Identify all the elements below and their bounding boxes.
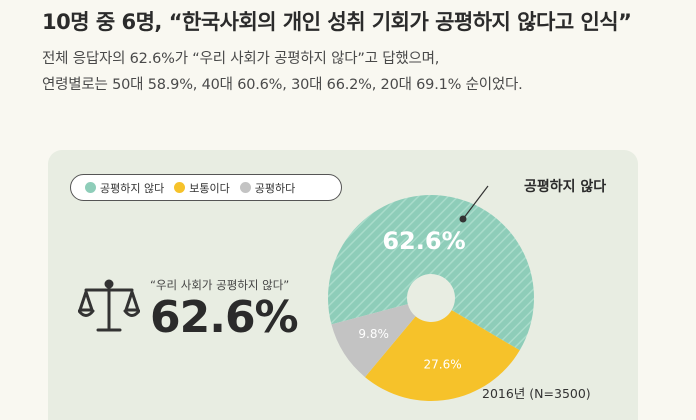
headline-percentage: 62.6% — [150, 292, 299, 343]
legend-swatch-neutral — [174, 182, 186, 193]
description-line-1: 전체 응답자의 62.6%가 “우리 사회가 공평하지 않다”고 답했으며, — [42, 51, 440, 67]
quote-text: “우리 사회가 공평하지 않다” — [150, 278, 290, 292]
legend-item-neutral: 보통이다 — [174, 180, 230, 196]
description: 전체 응답자의 62.6%가 “우리 사회가 공평하지 않다”고 답했으며, 연… — [42, 46, 523, 98]
balance-scale-icon — [78, 279, 140, 332]
donut-slice-unfair — [328, 195, 534, 351]
data-label-unfair: 62.6% — [382, 227, 465, 255]
legend-item-fair: 공평하다 — [239, 180, 296, 196]
callout-dot — [459, 215, 467, 223]
data-label-fair: 9.8% — [358, 327, 389, 341]
footnote: 2016년 (N=3500) — [482, 386, 591, 401]
headline: 10명 중 6명, “한국사회의 개인 성취 기회가 공평하지 않다고 인식” — [42, 10, 632, 34]
legend-item-unfair: 공평하지 않다 — [85, 180, 164, 196]
legend-label-unfair: 공평하지 않다 — [100, 181, 165, 195]
chart-legend: 공평하지 않다 보통이다 공평하다 — [70, 174, 342, 201]
data-label-neutral: 27.6% — [424, 358, 462, 372]
legend-label-fair: 공평하다 — [254, 181, 296, 195]
callout-label: 공평하지 않다 — [524, 179, 607, 195]
legend-swatch-unfair — [85, 182, 96, 193]
legend-label-neutral: 보통이다 — [189, 181, 230, 195]
callout-leader-line — [462, 185, 489, 220]
legend-swatch-fair — [239, 182, 251, 193]
donut-slice-neutral — [364, 310, 520, 401]
donut-slice-fair — [331, 304, 416, 378]
description-line-2: 연령별로는 50대 58.9%, 40대 60.6%, 30대 66.2%, 2… — [42, 77, 523, 93]
